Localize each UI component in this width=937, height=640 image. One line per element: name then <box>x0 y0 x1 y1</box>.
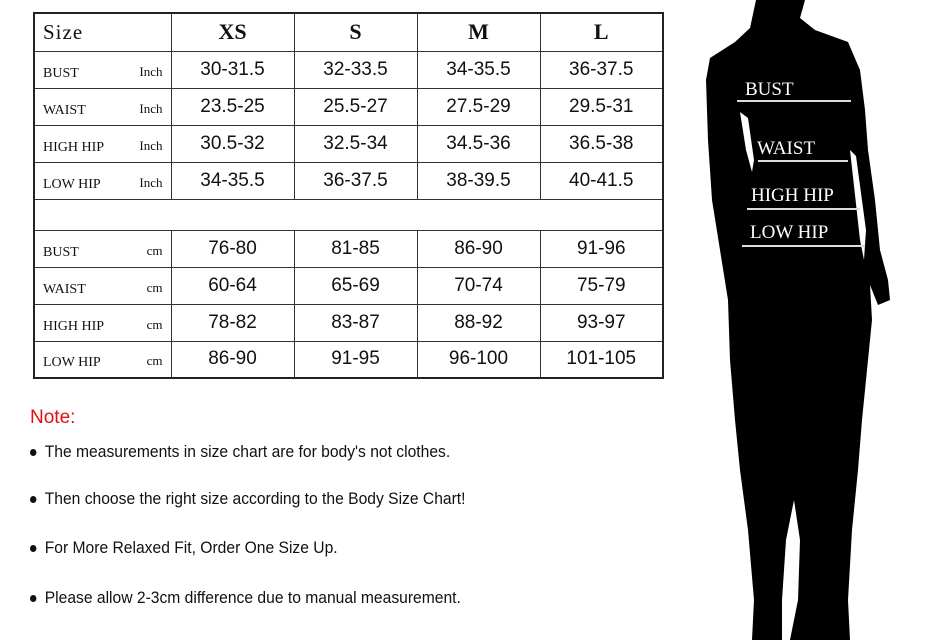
size-header: Size <box>33 12 172 52</box>
unit-label: Inch <box>139 137 163 153</box>
measurement-label: WAIST Inch <box>33 87 172 126</box>
size-column-header: M <box>416 12 541 52</box>
table-cell: 29.5-31 <box>539 87 664 126</box>
table-cell: 86-90 <box>170 340 295 379</box>
table-cell: 86-90 <box>416 229 541 268</box>
table-cell: 81-85 <box>293 229 418 268</box>
table-cell: 76-80 <box>170 229 295 268</box>
table-cell: 34.5-36 <box>416 124 541 163</box>
table-row: HIGH HIP Inch 30.5-32 32.5-34 34.5-36 36.5-38 <box>33 124 664 163</box>
table-cell: 36-37.5 <box>539 50 664 89</box>
note-item: Then choose the right size according to … <box>30 489 466 509</box>
size-column-header: S <box>293 12 418 52</box>
unit-label: Inch <box>139 100 163 116</box>
table-cell: 96-100 <box>416 340 541 379</box>
table-cell: 27.5-29 <box>416 87 541 126</box>
table-cell: 30-31.5 <box>170 50 295 89</box>
table-cell: 23.5-25 <box>170 87 295 126</box>
header-row: Size XS S M L <box>33 12 664 52</box>
table-cell: 34-35.5 <box>416 50 541 89</box>
table-cell: 75-79 <box>539 266 664 305</box>
table-cell: 93-97 <box>539 303 664 342</box>
measurement-label: BUST Inch <box>33 50 172 89</box>
bullet-icon <box>30 449 37 457</box>
unit-label: cm <box>146 242 163 258</box>
size-column-header: XS <box>170 12 295 52</box>
table-cell: 36-37.5 <box>293 161 418 200</box>
figure-label-waist: WAIST <box>757 138 815 159</box>
table-cell: 70-74 <box>416 266 541 305</box>
table-row: BUST Inch 30-31.5 32-33.5 34-35.5 36-37.5 <box>33 50 664 89</box>
measurement-label: LOW HIP Inch <box>33 161 172 200</box>
table-row: LOW HIP cm 86-90 91-95 96-100 101-105 <box>33 340 664 379</box>
measurement-label: HIGH HIP Inch <box>33 124 172 163</box>
table-cell: 88-92 <box>416 303 541 342</box>
figure-label-low-hip: LOW HIP <box>750 222 828 243</box>
measurement-label: WAIST cm <box>33 266 172 305</box>
note-title: Note: <box>30 407 76 428</box>
bullet-icon <box>30 595 37 603</box>
table-cell: 60-64 <box>170 266 295 305</box>
table-row: LOW HIP Inch 34-35.5 36-37.5 38-39.5 40-41.5 <box>33 161 664 200</box>
note-item: Please allow 2-3cm difference due to man… <box>30 588 461 608</box>
figure-label-high-hip: HIGH HIP <box>751 185 834 206</box>
separator-row <box>33 198 664 231</box>
silhouette-shape <box>706 0 890 640</box>
size-column-header: L <box>539 12 664 52</box>
table-row: WAIST cm 60-64 65-69 70-74 75-79 <box>33 266 664 305</box>
bullet-icon <box>30 545 37 553</box>
unit-label: Inch <box>139 63 163 79</box>
table-row: BUST cm 76-80 81-85 86-90 91-96 <box>33 229 664 268</box>
table-row: HIGH HIP cm 78-82 83-87 88-92 93-97 <box>33 303 664 342</box>
table-cell: 65-69 <box>293 266 418 305</box>
note-item: The measurements in size chart are for b… <box>30 442 450 462</box>
table-cell: 36.5-38 <box>539 124 664 163</box>
table-cell: 25.5-27 <box>293 87 418 126</box>
measurement-label: LOW HIP cm <box>33 340 172 379</box>
table-cell: 91-95 <box>293 340 418 379</box>
unit-label: cm <box>146 353 163 368</box>
table-cell: 38-39.5 <box>416 161 541 200</box>
table-cell: 91-96 <box>539 229 664 268</box>
table-cell: 78-82 <box>170 303 295 342</box>
measurement-label: BUST cm <box>33 229 172 268</box>
table-row: WAIST Inch 23.5-25 25.5-27 27.5-29 29.5-31 <box>33 87 664 126</box>
measurement-label: HIGH HIP cm <box>33 303 172 342</box>
note-item: For More Relaxed Fit, Order One Size Up. <box>30 538 338 558</box>
table-cell: 101-105 <box>539 340 664 379</box>
table-cell: 30.5-32 <box>170 124 295 163</box>
unit-label: Inch <box>139 174 163 190</box>
body-silhouette: BUST WAIST HIGH HIP LOW HIP <box>706 0 890 640</box>
table-cell: 32.5-34 <box>293 124 418 163</box>
bullet-icon <box>30 496 37 504</box>
size-chart-table: Size XS S M L BUST Inch 30-31.5 32-33.5 34-35.5 36… <box>33 12 664 379</box>
table-cell: 83-87 <box>293 303 418 342</box>
table-cell: 34-35.5 <box>170 161 295 200</box>
table-cell: 32-33.5 <box>293 50 418 89</box>
table-cell: 40-41.5 <box>539 161 664 200</box>
unit-label: cm <box>146 279 163 295</box>
unit-label: cm <box>146 316 163 332</box>
figure-label-bust: BUST <box>745 79 794 100</box>
